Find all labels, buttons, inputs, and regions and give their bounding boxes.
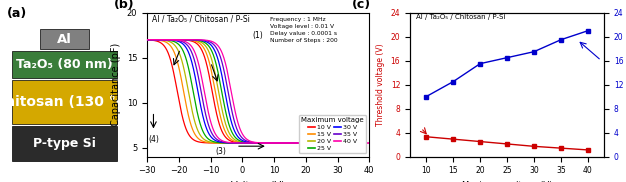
- Text: (c): (c): [352, 0, 371, 11]
- X-axis label: Voltage (V): Voltage (V): [231, 181, 285, 182]
- Text: Frequency : 1 MHz
Voltage level : 0.01 V
Delay value : 0.0001 s
Number of Steps : Frequency : 1 MHz Voltage level : 0.01 V…: [270, 17, 338, 43]
- Text: (a): (a): [7, 7, 27, 20]
- Text: Al: Al: [57, 33, 71, 46]
- Bar: [40, 29, 89, 50]
- Y-axis label: Threshold voltage (V): Threshold voltage (V): [376, 43, 385, 126]
- Text: Chitosan (130 °C): Chitosan (130 °C): [0, 95, 133, 109]
- Text: (2): (2): [299, 142, 310, 151]
- Text: (4): (4): [149, 135, 160, 144]
- X-axis label: Maximum voltage (V): Maximum voltage (V): [462, 181, 552, 182]
- Y-axis label: Capacitance (pF): Capacitance (pF): [111, 43, 121, 126]
- Bar: [12, 80, 116, 124]
- Text: (3): (3): [215, 147, 226, 156]
- Legend: 10 V, 15 V, 20 V, 25 V, 30 V, 35 V, 40 V: 10 V, 15 V, 20 V, 25 V, 30 V, 35 V, 40 V: [299, 115, 366, 153]
- Text: Al / Ta₂O₅ / Chitosan / P-Si: Al / Ta₂O₅ / Chitosan / P-Si: [416, 14, 505, 20]
- Text: (1): (1): [252, 31, 263, 40]
- Text: Al / Ta₂O₅ / Chitosan / P-Si: Al / Ta₂O₅ / Chitosan / P-Si: [151, 14, 249, 23]
- Text: P-type Si: P-type Si: [33, 137, 96, 150]
- Bar: [12, 51, 116, 78]
- Text: (b): (b): [114, 0, 135, 11]
- Text: Ta₂O₅ (80 nm): Ta₂O₅ (80 nm): [16, 58, 113, 71]
- Bar: [12, 126, 116, 161]
